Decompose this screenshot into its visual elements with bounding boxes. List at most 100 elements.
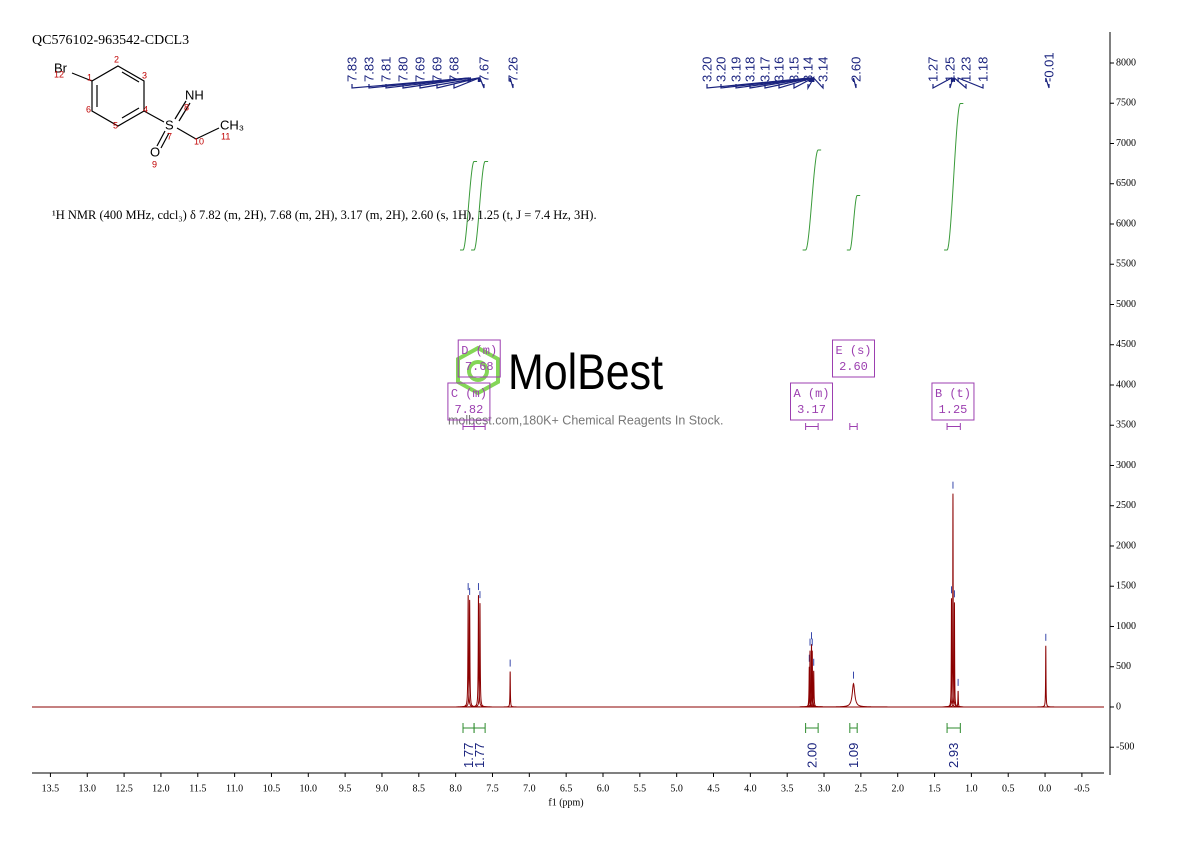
peak	[468, 603, 492, 708]
peak-label: 3.14	[800, 57, 815, 82]
multiplet-range	[473, 423, 486, 430]
peak-label: 7.68	[446, 57, 461, 82]
peak-label: 7.67	[476, 57, 491, 82]
peak-label: 7.81	[378, 57, 393, 82]
peak-label-connector	[509, 77, 514, 89]
x-tick-label: 3.5	[781, 783, 794, 794]
x-tick-label: 8.0	[449, 783, 462, 794]
y-tick-label: 6500	[1116, 178, 1136, 189]
atom-label: O	[150, 144, 160, 159]
integral-bracket	[946, 723, 961, 733]
peak-label: 7.69	[429, 57, 444, 82]
multiplet-box	[790, 382, 834, 421]
multiplet-range	[805, 423, 819, 430]
multiplet-box	[831, 339, 875, 378]
integral-label: 1.09	[846, 743, 861, 768]
x-tick-label: 4.5	[707, 783, 720, 794]
atom-number: 2	[114, 54, 119, 64]
watermark-tagline: molbest.com,180K+ Chemical Reagents In S…	[448, 413, 723, 427]
multiplet-label: A (m)	[793, 387, 829, 401]
integral-label: 2.93	[946, 743, 961, 768]
bond	[121, 107, 140, 119]
peak	[943, 493, 962, 708]
y-tick-label: 6000	[1116, 218, 1136, 229]
atom-label: S	[165, 117, 174, 132]
atom-label: NH	[185, 87, 204, 102]
x-tick-label: 11.0	[226, 783, 243, 794]
peak	[801, 670, 826, 708]
peak-label: 3.14	[815, 57, 830, 82]
x-tick-label: 1.0	[965, 783, 978, 794]
y-tick-label: 1500	[1116, 581, 1136, 592]
peak-label: 7.83	[361, 57, 376, 82]
y-tick-label: 2500	[1116, 500, 1136, 511]
peak-label-connector	[953, 76, 967, 90]
x-tick-label: 5.5	[634, 783, 647, 794]
peak-label-connector	[957, 77, 984, 89]
x-tick-label: 5.0	[670, 783, 683, 794]
integral-label: 1.77	[472, 743, 487, 768]
peak-label: 1.18	[975, 57, 990, 82]
peak-label: 7.26	[505, 57, 520, 82]
atom-number: 10	[194, 136, 204, 146]
x-tick-label: 11.5	[189, 783, 206, 794]
multiplet-label: B (t)	[935, 387, 971, 401]
x-axis-label: f1 (ppm)	[548, 797, 583, 808]
integral-bracket	[462, 723, 475, 733]
x-tick-label: 10.0	[300, 783, 318, 794]
x-tick-label: 0.0	[1039, 783, 1052, 794]
peak-label-connector	[932, 76, 953, 90]
peak-label: 1.27	[925, 57, 940, 82]
y-tick-label: -500	[1116, 742, 1134, 753]
y-tick-label: 7000	[1116, 138, 1136, 149]
integral-curve	[944, 103, 964, 251]
peak	[949, 690, 967, 708]
multiplet-shift: 2.60	[839, 360, 868, 374]
structure	[71, 65, 220, 149]
peak-label-connector	[949, 77, 954, 89]
peak	[501, 671, 519, 708]
bond	[174, 100, 187, 120]
atom-number: 5	[113, 120, 118, 130]
peak-label-connector	[813, 76, 824, 90]
peak-label: 3.19	[728, 57, 743, 82]
peak-label-connector	[453, 77, 480, 89]
integral-bracket	[805, 723, 819, 733]
peak-label: 7.80	[395, 57, 410, 82]
atom-number: 4	[143, 104, 148, 114]
x-tick-label: 8.5	[413, 783, 426, 794]
peak	[456, 595, 480, 708]
peak-label-connector	[749, 77, 812, 89]
watermark-brand: MolBest	[508, 344, 663, 400]
atom-number: 9	[152, 159, 157, 169]
x-tick-label: 7.5	[486, 783, 499, 794]
peak-label: 1.23	[958, 57, 973, 82]
peak-label-connector	[1045, 77, 1050, 89]
integral-bracket	[473, 723, 486, 733]
multiplet-label: E (s)	[835, 344, 871, 358]
peak	[945, 602, 964, 708]
peak-label: 1.25	[942, 57, 957, 82]
atom-number: 7	[167, 131, 172, 141]
peak-label: 3.15	[786, 57, 801, 82]
bond	[195, 127, 220, 140]
x-tick-label: 12.5	[115, 783, 133, 794]
y-tick-label: 3000	[1116, 460, 1136, 471]
peak-label: 3.18	[742, 57, 757, 82]
peak-label-connector	[479, 77, 485, 89]
multiplet-range	[946, 423, 961, 430]
multiplet-range	[849, 423, 858, 430]
integral-curve	[802, 149, 822, 251]
y-tick-label: 0	[1116, 701, 1121, 712]
peak-label: 3.16	[771, 57, 786, 82]
multiplet-shift: 7.82	[454, 403, 483, 417]
peak	[1036, 645, 1055, 708]
peak	[794, 682, 913, 708]
peak-label: 7.83	[344, 57, 359, 82]
peak-label: 3.17	[757, 57, 772, 82]
multiplet-shift: 3.17	[797, 403, 826, 417]
y-tick-label: 5000	[1116, 299, 1136, 310]
x-tick-label: 0.5	[1002, 783, 1015, 794]
